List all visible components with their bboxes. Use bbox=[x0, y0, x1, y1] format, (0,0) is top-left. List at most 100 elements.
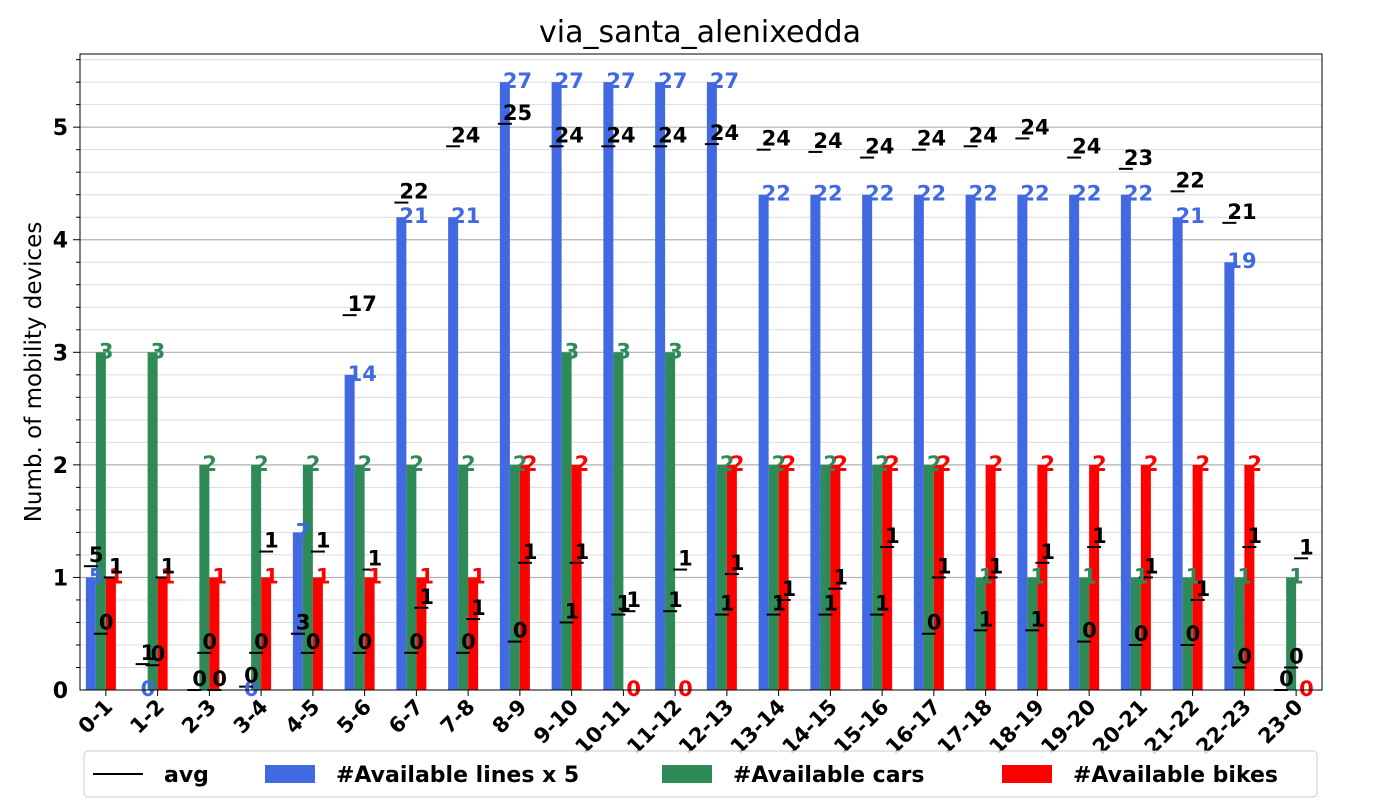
label-cars: 3 bbox=[616, 339, 631, 363]
label-bikes: 2 bbox=[782, 452, 797, 476]
label-cars: 2 bbox=[823, 452, 838, 476]
avg-label: 24 bbox=[762, 127, 791, 151]
bar-bikes bbox=[261, 577, 272, 690]
avg-label: 24 bbox=[710, 121, 739, 145]
label-bikes: 1 bbox=[471, 564, 486, 588]
label-lines: 19 bbox=[1227, 249, 1256, 273]
label-lines: 27 bbox=[555, 69, 584, 93]
x-tick-label: 11-12 bbox=[622, 695, 686, 759]
x-tick-label: 4-5 bbox=[281, 695, 325, 739]
bar-cars bbox=[1027, 577, 1038, 690]
avg-label: 0 bbox=[192, 667, 207, 691]
label-lines: 27 bbox=[658, 69, 687, 93]
label-bikes: 2 bbox=[1092, 452, 1107, 476]
bar-lines bbox=[965, 194, 976, 691]
avg-label: 1 bbox=[885, 524, 900, 548]
avg-label: 1 bbox=[1144, 554, 1159, 578]
bar-cars bbox=[665, 352, 676, 690]
avg-label: 0 bbox=[461, 630, 476, 654]
label-bikes: 0 bbox=[626, 677, 641, 701]
label-cars: 2 bbox=[202, 452, 217, 476]
bar-bikes bbox=[364, 577, 375, 690]
bars bbox=[85, 82, 1297, 691]
avg-label: 1 bbox=[316, 529, 331, 553]
label-lines: 22 bbox=[813, 182, 842, 206]
label-cars: 2 bbox=[720, 452, 735, 476]
avg-label: 1 bbox=[833, 566, 848, 590]
bar-bikes bbox=[1037, 464, 1048, 690]
y-tick-label: 3 bbox=[53, 341, 68, 366]
avg-label: 1 bbox=[1196, 577, 1211, 601]
avg-label: 0 bbox=[1279, 667, 1294, 691]
legend-avg-label: avg bbox=[164, 763, 209, 788]
legend-cars-swatch bbox=[662, 765, 712, 783]
bar-cars bbox=[199, 464, 210, 690]
bar-bikes bbox=[519, 464, 530, 690]
avg-label: 1 bbox=[626, 588, 641, 612]
bar-cars bbox=[1130, 577, 1141, 690]
avg-label: 1 bbox=[523, 540, 538, 564]
label-bikes: 2 bbox=[1040, 452, 1055, 476]
bar-cars bbox=[302, 464, 313, 690]
bar-lines bbox=[1017, 194, 1028, 691]
avg-label: 1 bbox=[565, 599, 580, 623]
bar-cars bbox=[872, 464, 883, 690]
label-bikes: 0 bbox=[1299, 677, 1314, 701]
bar-bikes bbox=[726, 464, 737, 690]
avg-label: 1 bbox=[782, 577, 797, 601]
bar-lines bbox=[913, 194, 924, 691]
bar-lines bbox=[1172, 217, 1183, 690]
x-tick-label: 15-16 bbox=[829, 695, 893, 759]
x-tick-label: 17-18 bbox=[933, 695, 997, 759]
avg-label: 1 bbox=[419, 585, 434, 609]
avg-label: 1 bbox=[1247, 524, 1262, 548]
legend-bikes-label: #Available bikes bbox=[1073, 763, 1278, 788]
bar-lines bbox=[499, 82, 510, 690]
avg-label: 24 bbox=[606, 123, 635, 147]
avg-label: 0 bbox=[1186, 622, 1201, 646]
label-lines: 5 bbox=[89, 564, 104, 588]
label-bikes: 2 bbox=[575, 452, 590, 476]
avg-label: 1 bbox=[1299, 535, 1314, 559]
label-cars: 1 bbox=[979, 564, 994, 588]
avg-label: 1 bbox=[368, 547, 383, 571]
bar-cars bbox=[95, 352, 106, 690]
x-tick-label: 10-11 bbox=[570, 695, 634, 759]
avg-label: 0 bbox=[1289, 644, 1304, 668]
bar-bikes bbox=[1089, 464, 1100, 690]
bar-cars bbox=[1234, 577, 1245, 690]
y-tick-label: 4 bbox=[53, 229, 68, 254]
bar-lines bbox=[551, 82, 562, 690]
avg-label: 24 bbox=[917, 127, 946, 151]
avg-label: 0 bbox=[1082, 619, 1097, 643]
bar-bikes bbox=[1244, 464, 1255, 690]
y-axis-label: Numb. of mobility devices bbox=[21, 222, 47, 523]
avg-markers bbox=[83, 122, 1309, 691]
bar-cars bbox=[820, 464, 831, 690]
label-lines: 0 bbox=[244, 677, 259, 701]
bar-cars bbox=[1079, 577, 1090, 690]
label-cars: 1 bbox=[1186, 564, 1201, 588]
label-lines: 22 bbox=[1020, 182, 1049, 206]
bar-cars bbox=[251, 464, 262, 690]
avg-label: 1 bbox=[109, 554, 124, 578]
label-bikes: 2 bbox=[989, 452, 1004, 476]
bar-cars bbox=[406, 464, 417, 690]
bar-cars bbox=[975, 577, 986, 690]
legend: avg #Available lines x 5 #Available cars #A… bbox=[83, 750, 1318, 798]
avg-label: 24 bbox=[813, 129, 842, 153]
label-lines: 27 bbox=[606, 69, 635, 93]
avg-label: 1 bbox=[720, 592, 735, 616]
label-cars: 2 bbox=[254, 452, 269, 476]
label-cars: 2 bbox=[875, 452, 890, 476]
avg-label: 23 bbox=[1124, 146, 1153, 170]
avg-label: 0 bbox=[202, 630, 217, 654]
bar-cars bbox=[1286, 577, 1297, 690]
bar-bikes bbox=[468, 577, 479, 690]
x-tick-label: 6-7 bbox=[384, 695, 428, 739]
avg-label: 24 bbox=[555, 123, 584, 147]
avg-label: 0 bbox=[358, 630, 373, 654]
bar-cars bbox=[613, 352, 624, 690]
bar-cars bbox=[1182, 577, 1193, 690]
label-cars: 1 bbox=[1082, 564, 1097, 588]
